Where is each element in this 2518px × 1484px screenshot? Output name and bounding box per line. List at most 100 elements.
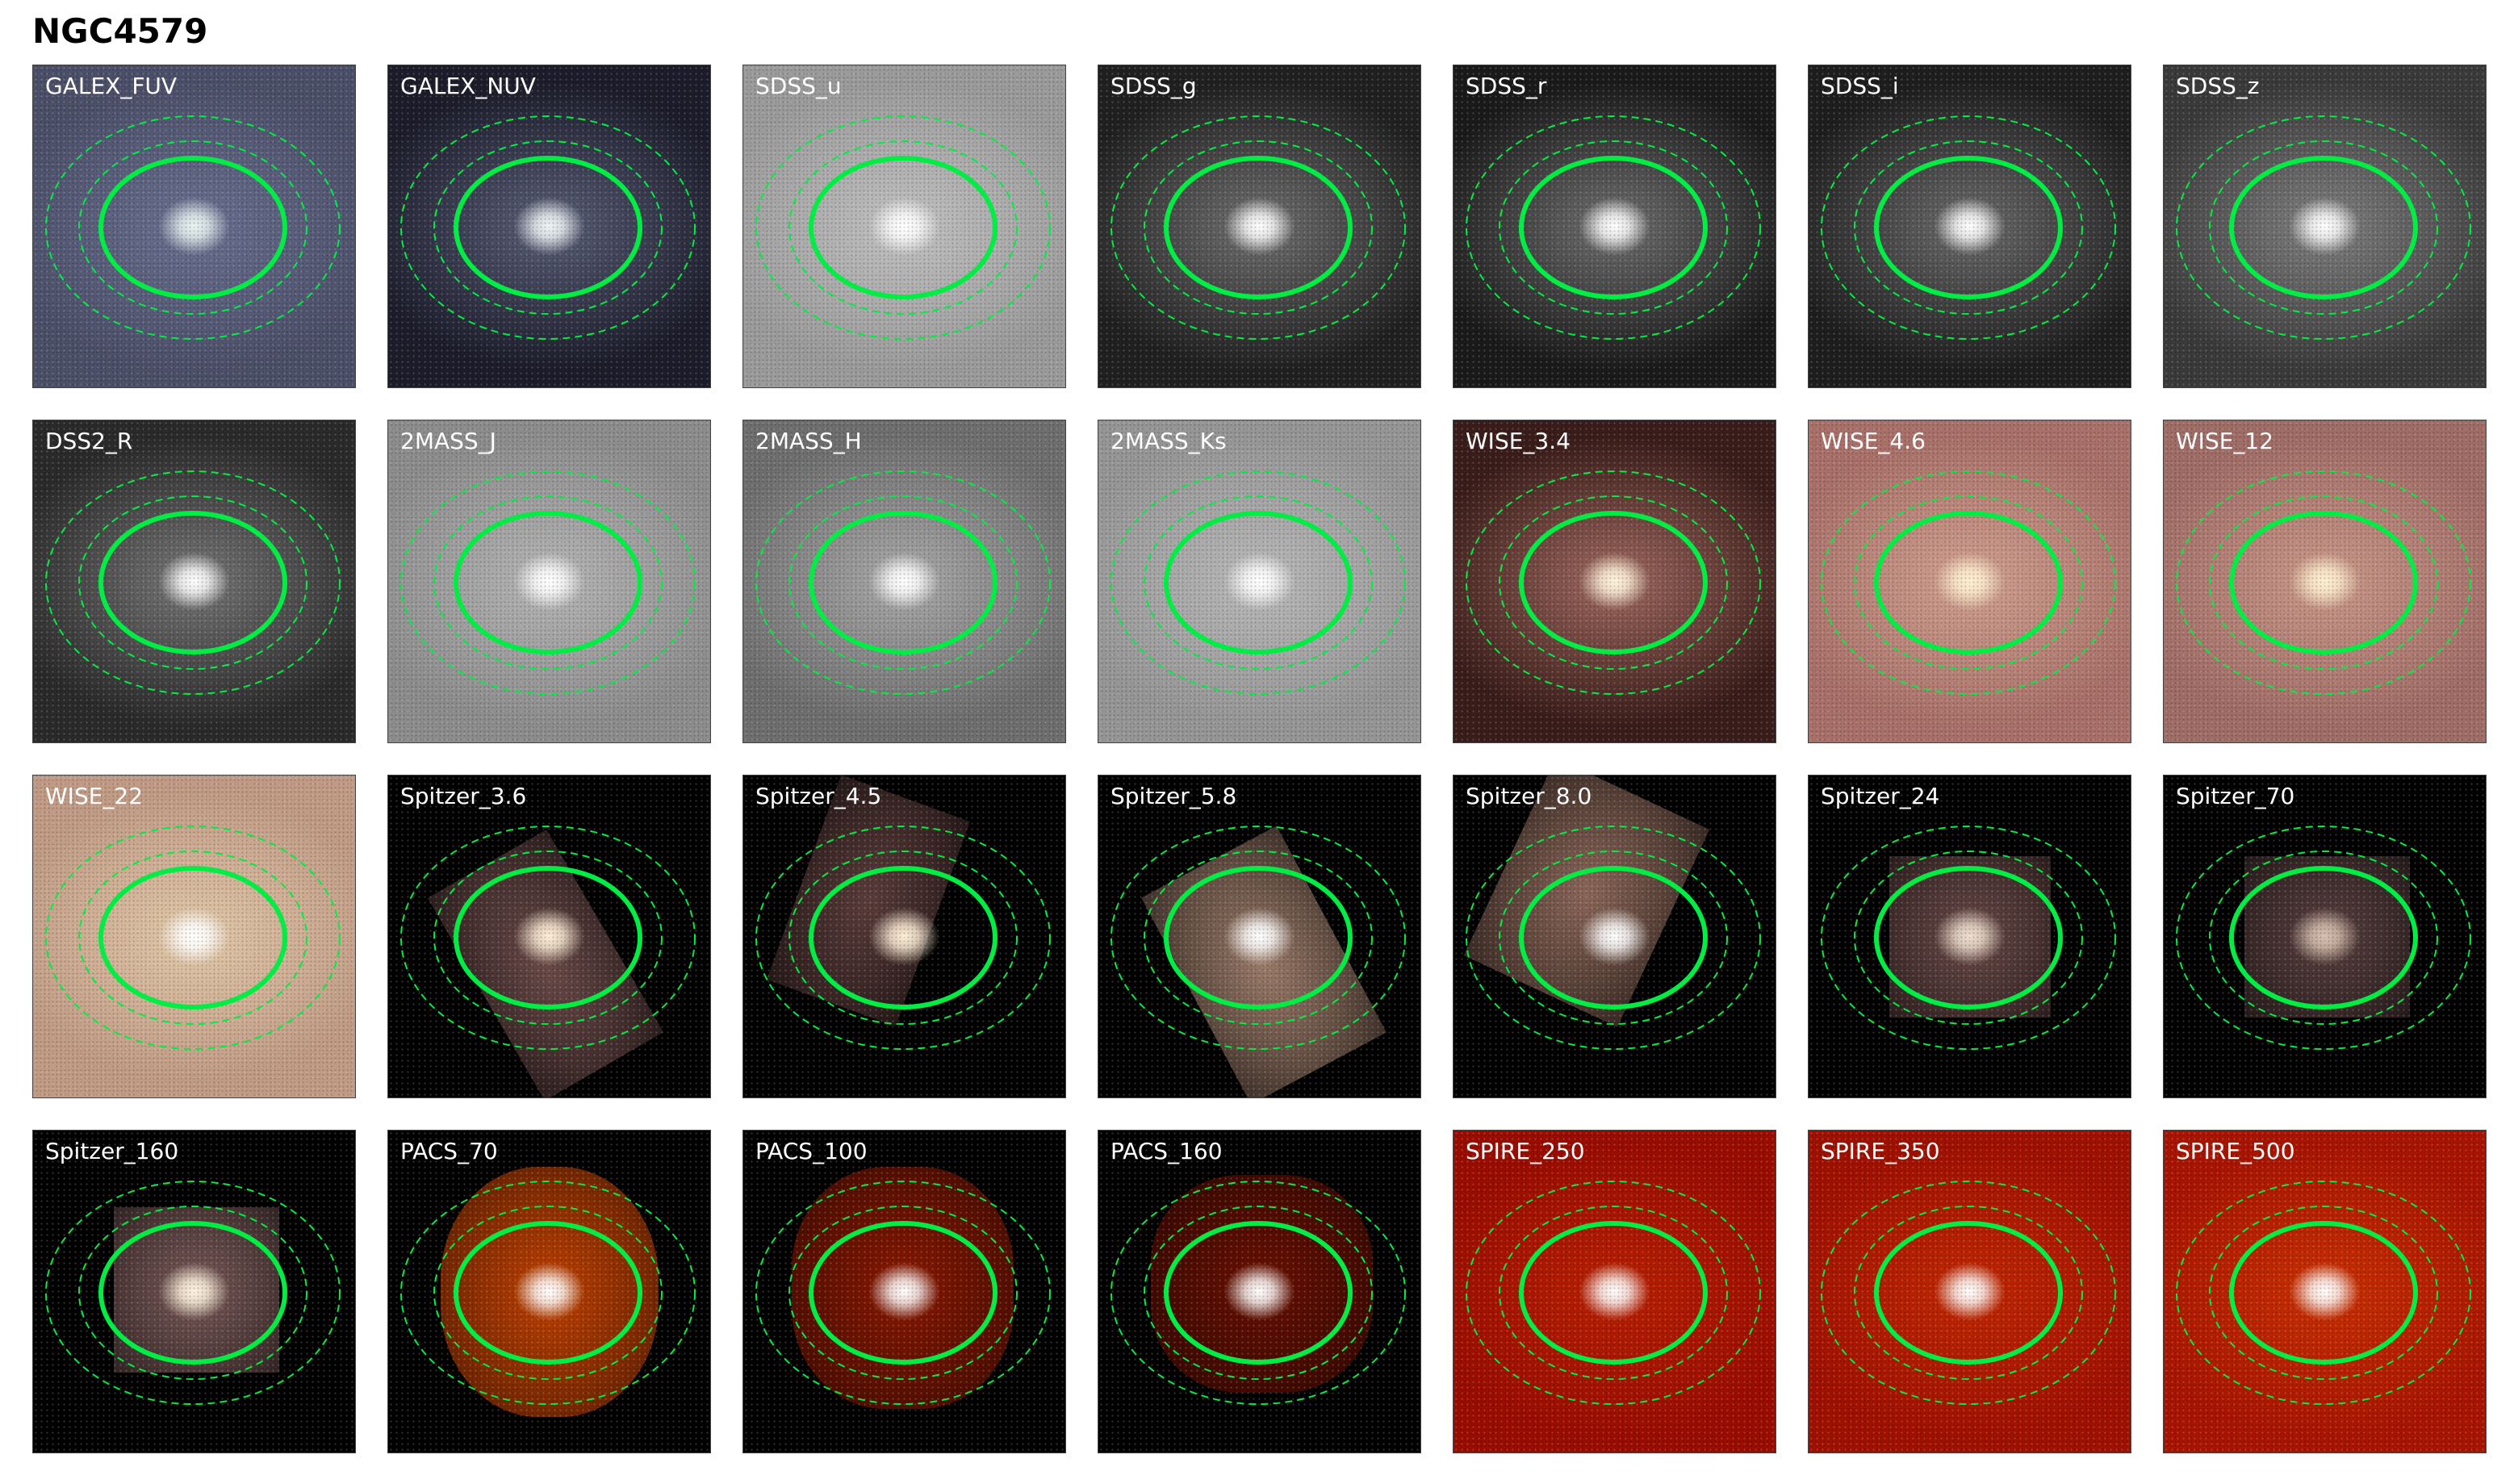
image-panel-spire-500: SPIRE_500	[2163, 1130, 2487, 1453]
image-panel-spitzer-70: Spitzer_70	[2163, 775, 2487, 1098]
aperture-ellipse	[809, 511, 998, 654]
image-panel-wise-22: WISE_22	[32, 775, 356, 1098]
outer-annulus-ellipse	[1466, 826, 1761, 1050]
image-panel-wise-12: WISE_12	[2163, 420, 2487, 743]
galaxy-core	[1809, 65, 2131, 387]
image-panel-spitzer-8-0: Spitzer_8.0	[1453, 775, 1776, 1098]
outer-annulus-ellipse	[400, 1181, 696, 1405]
aperture-overlay	[755, 826, 1051, 1050]
inner-annulus-ellipse	[2209, 851, 2438, 1025]
outer-annulus-ellipse	[400, 470, 696, 695]
outer-annulus-ellipse	[45, 115, 341, 340]
outer-annulus-ellipse	[755, 470, 1051, 695]
aperture-overlay	[755, 470, 1051, 695]
band-label: Spitzer_3.6	[400, 783, 527, 809]
inner-annulus-ellipse	[1854, 1206, 2083, 1380]
band-label: SDSS_r	[1466, 73, 1547, 99]
galaxy-core	[1453, 65, 1776, 387]
aperture-overlay	[400, 470, 696, 695]
band-label: DSS2_R	[45, 428, 133, 454]
band-label: Spitzer_4.5	[755, 783, 882, 809]
outer-annulus-ellipse	[1821, 115, 2116, 340]
inner-annulus-ellipse	[78, 140, 307, 315]
aperture-overlay	[45, 115, 341, 340]
noise-texture	[1098, 1131, 1420, 1453]
aperture-overlay	[1466, 1181, 1761, 1405]
galaxy-core	[2164, 775, 2486, 1097]
aperture-ellipse	[809, 866, 998, 1010]
band-label: PACS_70	[400, 1138, 498, 1164]
aperture-ellipse	[1519, 511, 1708, 654]
outer-annulus-ellipse	[755, 115, 1051, 340]
band-label: PACS_160	[1111, 1138, 1223, 1164]
aperture-ellipse	[454, 1221, 642, 1365]
galaxy-core	[388, 775, 710, 1097]
band-label: PACS_100	[755, 1138, 868, 1164]
aperture-ellipse	[1519, 866, 1708, 1010]
noise-texture	[2164, 775, 2486, 1097]
aperture-overlay	[1111, 115, 1406, 340]
galaxy-core	[2164, 420, 2486, 742]
inner-annulus-ellipse	[1499, 140, 1728, 315]
noise-texture	[743, 420, 1065, 742]
aperture-ellipse	[809, 1221, 998, 1365]
aperture-ellipse	[98, 1221, 287, 1365]
noise-texture	[388, 420, 710, 742]
outer-annulus-ellipse	[755, 826, 1051, 1050]
outer-annulus-ellipse	[1111, 826, 1406, 1050]
inner-annulus-ellipse	[1854, 140, 2083, 315]
aperture-overlay	[400, 115, 696, 340]
galaxy-core	[388, 420, 710, 742]
aperture-ellipse	[1874, 156, 2063, 299]
image-panel-sdss-g: SDSS_g	[1098, 65, 1421, 388]
image-panel-pacs-100: PACS_100	[742, 1130, 1066, 1453]
band-label: SDSS_i	[1821, 73, 1899, 99]
galaxy-core	[1453, 1131, 1776, 1453]
inner-annulus-ellipse	[1854, 495, 2083, 670]
aperture-ellipse	[1874, 1221, 2063, 1365]
aperture-ellipse	[1164, 156, 1353, 299]
aperture-ellipse	[98, 866, 287, 1010]
band-label: SPIRE_250	[1466, 1138, 1585, 1164]
noise-texture	[388, 1131, 710, 1453]
noise-texture	[33, 775, 355, 1097]
image-panel-2mass-ks: 2MASS_Ks	[1098, 420, 1421, 743]
galaxy-core	[743, 1131, 1065, 1453]
outer-annulus-ellipse	[400, 826, 696, 1050]
outer-annulus-ellipse	[45, 1181, 341, 1405]
galaxy-core	[743, 775, 1065, 1097]
outer-annulus-ellipse	[755, 1181, 1051, 1405]
noise-texture	[388, 65, 710, 387]
image-panel-spitzer-4-5: Spitzer_4.5	[742, 775, 1066, 1098]
inner-annulus-ellipse	[1144, 851, 1373, 1025]
noise-texture	[1453, 1131, 1776, 1453]
outer-annulus-ellipse	[2176, 470, 2471, 695]
outer-annulus-ellipse	[1111, 1181, 1406, 1405]
image-panel-pacs-70: PACS_70	[387, 1130, 711, 1453]
inner-annulus-ellipse	[78, 495, 307, 670]
noise-texture	[1809, 420, 2131, 742]
inner-annulus-ellipse	[433, 851, 663, 1025]
band-label: SPIRE_500	[2176, 1138, 2295, 1164]
image-panel-spitzer-24: Spitzer_24	[1808, 775, 2131, 1098]
inner-annulus-ellipse	[2209, 495, 2438, 670]
noise-texture	[1098, 775, 1420, 1097]
outer-annulus-ellipse	[1821, 470, 2116, 695]
image-panel-spitzer-3-6: Spitzer_3.6	[387, 775, 711, 1098]
aperture-ellipse	[1164, 866, 1353, 1010]
inner-annulus-ellipse	[1499, 1206, 1728, 1380]
band-label: 2MASS_H	[755, 428, 862, 454]
aperture-ellipse	[454, 511, 642, 654]
noise-texture	[1453, 420, 1776, 742]
aperture-ellipse	[1519, 156, 1708, 299]
aperture-overlay	[45, 1181, 341, 1405]
aperture-overlay	[1821, 1181, 2116, 1405]
aperture-ellipse	[2229, 511, 2418, 654]
galaxy-core	[1098, 775, 1420, 1097]
image-panel-dss2-r: DSS2_R	[32, 420, 356, 743]
band-label: SDSS_z	[2176, 73, 2260, 99]
noise-texture	[1809, 775, 2131, 1097]
band-label: Spitzer_5.8	[1111, 783, 1237, 809]
image-panel-wise-4-6: WISE_4.6	[1808, 420, 2131, 743]
image-panel-sdss-i: SDSS_i	[1808, 65, 2131, 388]
